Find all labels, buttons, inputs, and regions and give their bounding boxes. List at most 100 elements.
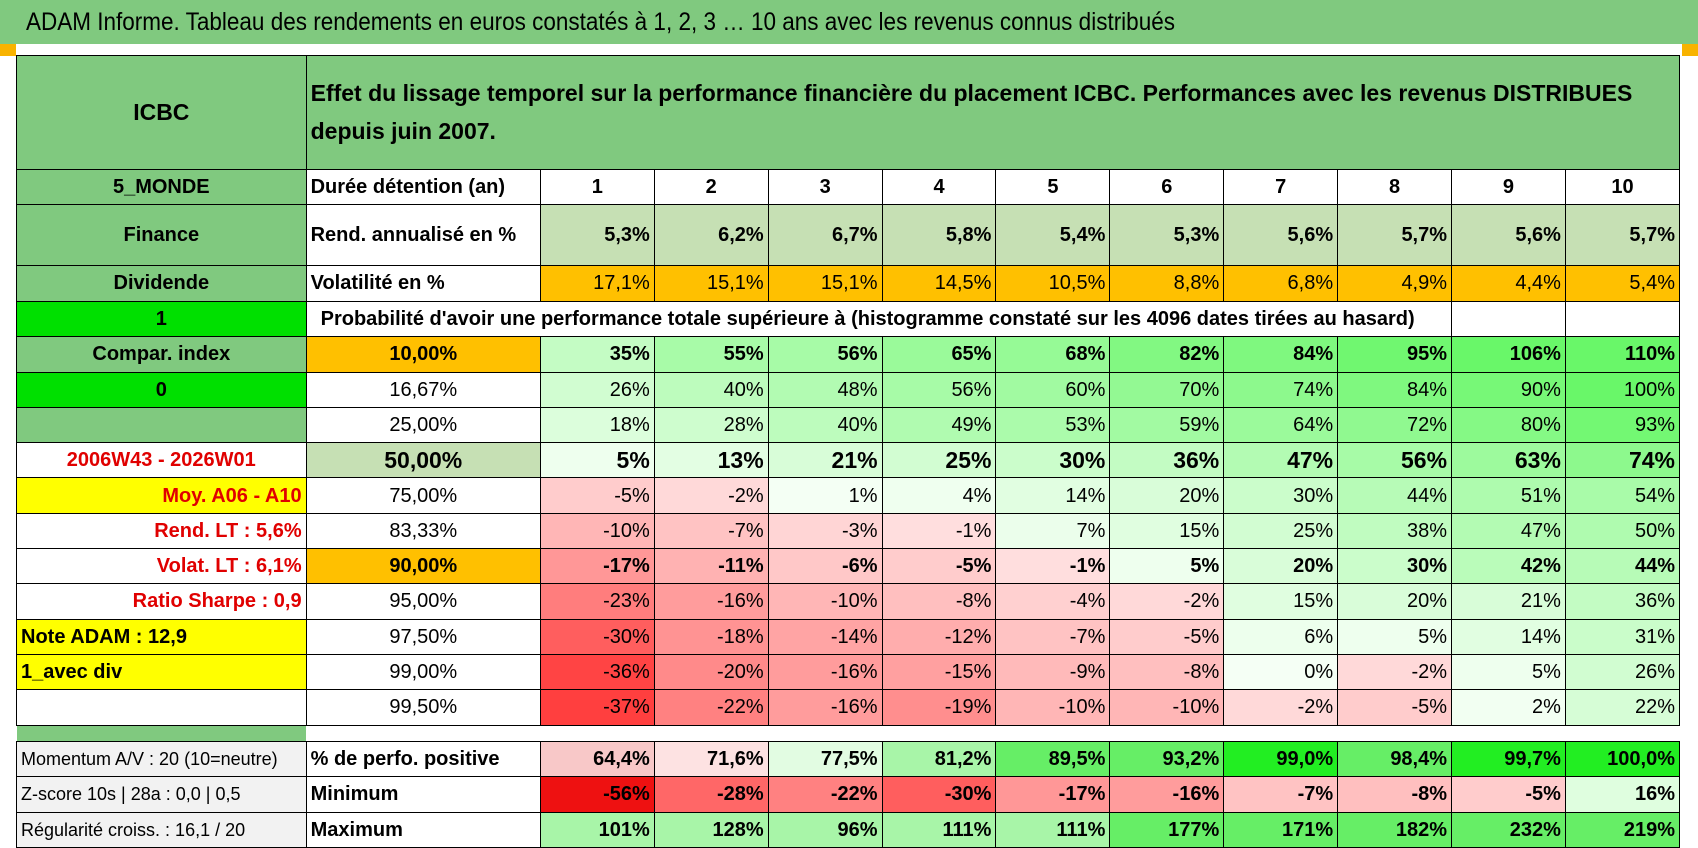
quantile-cell: 40%	[653, 371, 769, 408]
quantile-cell: 20%	[1223, 548, 1339, 585]
probability-threshold: 16,67%	[305, 371, 541, 408]
quantile-cell: 56%	[767, 336, 883, 373]
min-cell: -28%	[653, 776, 769, 813]
period-label: 2006W43 - 2026W01	[16, 442, 307, 479]
quantile-cell: 90%	[1451, 371, 1566, 408]
volat-lt-label: Volat. LT : 6,1%	[16, 548, 307, 585]
probability-threshold: 95,00%	[305, 583, 541, 620]
quantile-cell: 93%	[1564, 406, 1681, 444]
quantile-cell: 84%	[1223, 336, 1339, 373]
rend-cell: 5,8%	[881, 203, 997, 266]
quantile-cell: 100%	[1564, 371, 1681, 408]
quantile-cell: 70%	[1109, 371, 1225, 408]
quantile-row: Moy. A06 - A10 75,00% -5% -2% 1% 4% 14% 20% 30% 4…	[16, 477, 1681, 514]
regularite-label: Régularité croiss. : 16,1 / 20	[16, 811, 307, 848]
quantile-cell: -16%	[653, 583, 769, 620]
quantile-cell: 30%	[995, 442, 1111, 479]
year-header: 3	[767, 168, 883, 205]
gap-cell	[996, 725, 1110, 742]
quantile-cell: 49%	[881, 406, 997, 444]
quantile-cell: 6%	[1223, 618, 1339, 655]
gap-cell	[540, 725, 654, 742]
quantile-cell: 106%	[1451, 336, 1566, 373]
quantile-cell: 47%	[1451, 512, 1566, 550]
vol-cell: 5,4%	[1564, 264, 1681, 302]
min-cell: -30%	[881, 776, 997, 813]
vol-label: Volatilité en %	[305, 264, 541, 302]
max-cell: 128%	[653, 811, 769, 848]
quantile-row: Ratio Sharpe : 0,9 95,00% -23% -16% -10% -8% -…	[16, 583, 1681, 620]
vol-row: Dividende Volatilité en % 17,1% 15,1% 15,1% 1…	[16, 264, 1681, 302]
quantile-cell: 1%	[767, 477, 883, 514]
zscore-label: Z-score 10s | 28a : 0,0 | 0,5	[16, 776, 307, 813]
performance-table: ICBC Effet du lissage temporel sur la per…	[16, 55, 1681, 848]
quantile-cell: 63%	[1451, 442, 1566, 479]
quantile-cell: -10%	[995, 689, 1111, 726]
gap-row	[16, 725, 1680, 742]
rend-cell: 5,6%	[1223, 203, 1339, 266]
note-label: Note ADAM : 12,9	[16, 618, 307, 655]
quantile-cell: 84%	[1337, 371, 1453, 408]
quantile-cell: -12%	[881, 618, 997, 655]
year-header: 10	[1564, 168, 1681, 205]
zone-label: 5_MONDE	[16, 168, 307, 205]
quantile-cell: -22%	[653, 689, 769, 726]
quantile-cell: -10%	[539, 512, 655, 550]
pos-cell: 81,2%	[881, 741, 997, 778]
pos-cell: 89,5%	[995, 741, 1111, 778]
probability-threshold: 50,00%	[305, 442, 541, 479]
quantile-cell: -7%	[653, 512, 769, 550]
quantile-row: Note ADAM : 12,9 97,50% -30% -18% -14% -12% -7…	[16, 618, 1681, 655]
quantile-cell: -19%	[881, 689, 997, 726]
quantile-cell: 110%	[1564, 336, 1681, 373]
quantile-cell: 38%	[1337, 512, 1453, 550]
quantile-cell: 59%	[1109, 406, 1225, 444]
quantile-cell: -3%	[767, 512, 883, 550]
empty-cell	[1564, 300, 1681, 338]
quantile-cell: -2%	[653, 477, 769, 514]
quantile-cell: 68%	[995, 336, 1111, 373]
gap-cell	[16, 725, 307, 742]
quantile-cell: 5%	[1337, 618, 1453, 655]
corner-marker-left	[0, 44, 16, 56]
quantile-cell: 20%	[1337, 583, 1453, 620]
quantile-cell: 47%	[1223, 442, 1339, 479]
quantile-cell: -11%	[653, 548, 769, 585]
quantile-cell: 36%	[1564, 583, 1681, 620]
quantile-cell: 22%	[1564, 689, 1681, 726]
max-cell: 101%	[539, 811, 655, 848]
quantile-cell: 80%	[1451, 406, 1566, 444]
quantile-cell: 74%	[1223, 371, 1339, 408]
quantile-cell: -10%	[1109, 689, 1225, 726]
quantile-cell: 2%	[1451, 689, 1566, 726]
probability-threshold: 99,50%	[305, 689, 541, 726]
quantile-cell: 72%	[1337, 406, 1453, 444]
year-header: 4	[881, 168, 997, 205]
minimum-row: Z-score 10s | 28a : 0,0 | 0,5 Minimum -56%…	[16, 776, 1681, 813]
quantile-cell: 26%	[1564, 653, 1681, 691]
prob-label: Probabilité d'avoir une performance tota…	[305, 300, 1453, 338]
quantile-cell: -8%	[881, 583, 997, 620]
quantile-cell: -4%	[995, 583, 1111, 620]
quantile-cell: 56%	[881, 371, 997, 408]
vol-cell: 10,5%	[995, 264, 1111, 302]
quantile-cell: -18%	[653, 618, 769, 655]
quantile-cell: 15%	[1109, 512, 1225, 550]
probability-threshold: 97,50%	[305, 618, 541, 655]
rend-cell: 6,7%	[767, 203, 883, 266]
gap-cell	[1224, 725, 1338, 742]
quantile-cell: 25%	[881, 442, 997, 479]
quantile-cell: 13%	[653, 442, 769, 479]
quantile-cell: -5%	[1337, 689, 1453, 726]
vol-cell: 14,5%	[881, 264, 997, 302]
max-label: Maximum	[305, 811, 541, 848]
quantile-cell: 55%	[653, 336, 769, 373]
quantile-row: 0 16,67% 26% 40% 48% 56% 60% 70% 74% 84% 90% 100%	[16, 371, 1681, 408]
gap-cell	[654, 725, 768, 742]
year-header: 6	[1109, 168, 1225, 205]
quantile-row: Rend. LT : 5,6% 83,33% -10% -7% -3% -1% 7% 15% 2…	[16, 512, 1681, 550]
quantile-row: 99,50% -37% -22% -16% -19% -10% -10% -2% -5% 2% 22…	[16, 689, 1681, 726]
quantile-cell: -1%	[995, 548, 1111, 585]
quantile-cell: -16%	[767, 689, 883, 726]
quantile-cell: 35%	[539, 336, 655, 373]
